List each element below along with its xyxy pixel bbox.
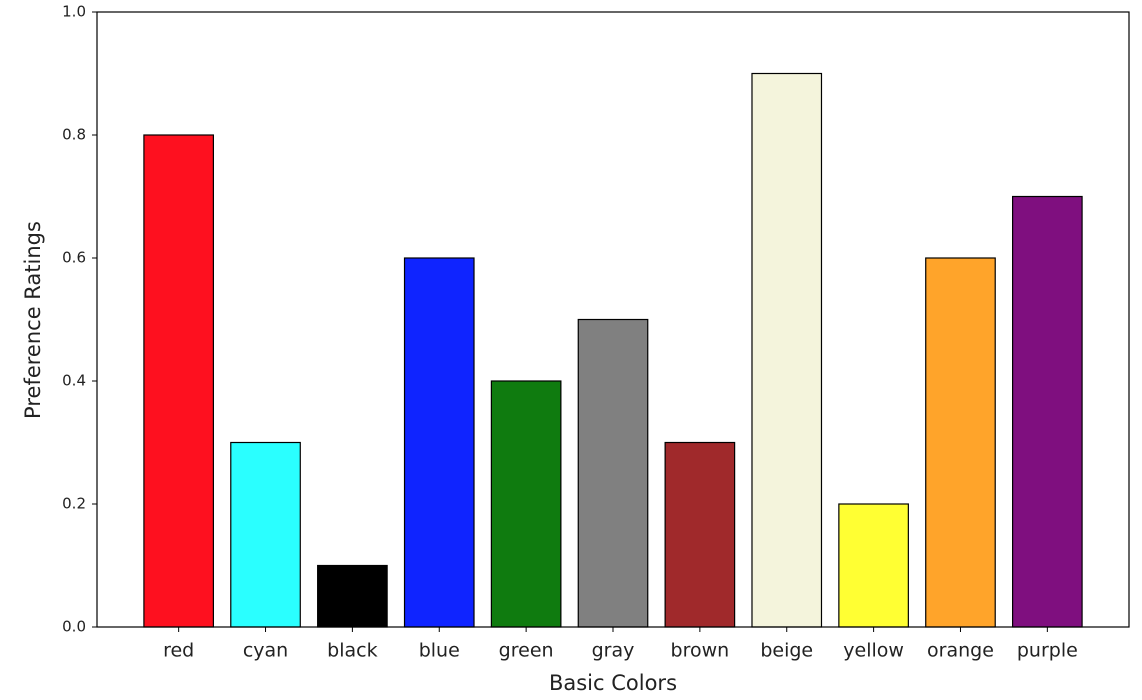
plot-frame	[96, 11, 1130, 628]
y-tick-label: 0.0	[62, 618, 86, 636]
bar	[577, 318, 649, 628]
y-tick-label: 0.6	[62, 249, 86, 267]
bar	[490, 380, 562, 628]
y-tick-label: 0.2	[62, 495, 86, 513]
y-axis-label: Preference Ratings	[21, 221, 45, 419]
bar	[664, 441, 736, 628]
bar	[403, 257, 475, 628]
bar	[751, 72, 823, 628]
x-tick-label: purple	[1017, 640, 1078, 662]
x-axis-label: Basic Colors	[549, 671, 677, 695]
x-tick-label: cyan	[243, 640, 288, 662]
x-tick-label: beige	[760, 640, 813, 662]
x-tick-label: blue	[419, 640, 460, 662]
x-tick-label: red	[163, 640, 194, 662]
x-tick-label: orange	[927, 640, 994, 662]
bar	[230, 441, 301, 628]
bar	[1011, 195, 1083, 628]
bar	[317, 564, 388, 628]
bar	[925, 257, 996, 628]
x-tick-label: yellow	[843, 640, 904, 662]
y-tick-label: 0.8	[62, 126, 86, 144]
bar	[838, 503, 909, 628]
x-tick-label: brown	[671, 640, 730, 662]
y-tick-label: 0.4	[62, 372, 86, 390]
x-tick-label: black	[327, 640, 377, 662]
y-tick-label: 1.0	[62, 3, 86, 21]
x-tick-label: gray	[592, 640, 635, 662]
bar	[143, 134, 215, 628]
x-tick-label: green	[499, 640, 554, 662]
